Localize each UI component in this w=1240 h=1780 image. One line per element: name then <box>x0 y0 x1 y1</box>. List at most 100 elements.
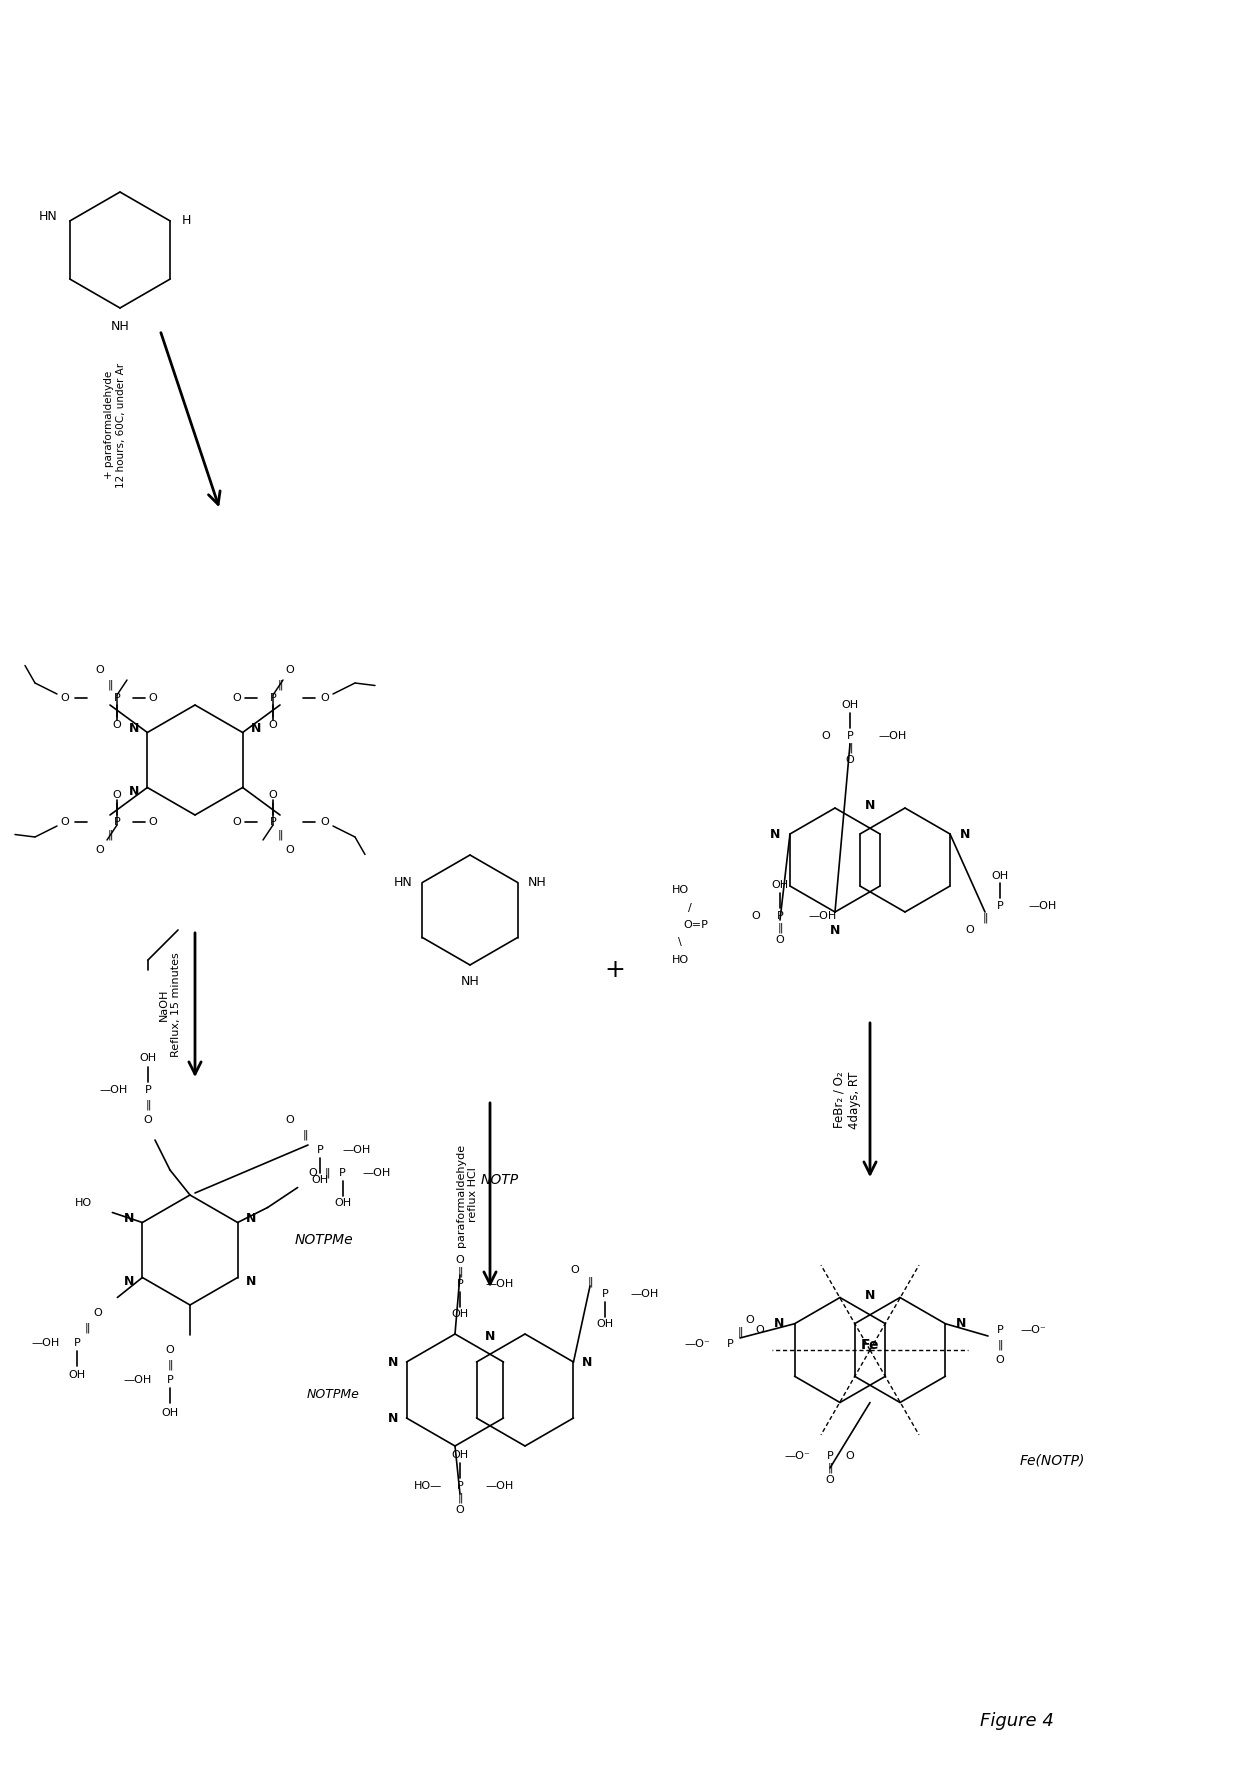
Text: O: O <box>776 934 785 945</box>
Text: O: O <box>751 911 760 920</box>
Text: N: N <box>129 723 139 735</box>
Text: —OH: —OH <box>485 1481 513 1492</box>
Text: OH: OH <box>992 870 1008 881</box>
Text: HN: HN <box>393 876 413 888</box>
Text: P: P <box>847 732 853 740</box>
Text: O: O <box>966 926 975 934</box>
Text: paraformaldehyde
reflux HCl: paraformaldehyde reflux HCl <box>456 1143 477 1246</box>
Text: \: \ <box>678 936 682 947</box>
Text: O: O <box>113 790 122 799</box>
Text: ‖: ‖ <box>847 742 853 753</box>
Text: O: O <box>113 719 122 730</box>
Text: O=P: O=P <box>683 920 708 929</box>
Text: ‖: ‖ <box>325 1168 330 1178</box>
Text: —O⁻: —O⁻ <box>684 1339 711 1349</box>
Text: O: O <box>144 1114 153 1125</box>
Text: P: P <box>456 1280 464 1289</box>
Text: OH: OH <box>161 1408 179 1419</box>
Text: /: / <box>688 902 692 913</box>
Text: O: O <box>755 1324 764 1335</box>
Text: OH: OH <box>596 1319 614 1330</box>
Text: O: O <box>285 846 294 854</box>
Text: O: O <box>846 755 854 765</box>
Text: O: O <box>745 1315 754 1324</box>
Text: N: N <box>246 1274 255 1289</box>
Text: O: O <box>570 1266 579 1274</box>
Text: ‖: ‖ <box>278 829 283 840</box>
Text: N: N <box>960 828 971 840</box>
Text: N: N <box>774 1317 785 1330</box>
Text: P: P <box>316 1145 324 1155</box>
Text: HO: HO <box>671 956 688 965</box>
Text: ‖: ‖ <box>84 1323 91 1333</box>
Text: P: P <box>145 1086 151 1095</box>
Text: —OH: —OH <box>808 911 836 920</box>
Text: O: O <box>321 817 330 828</box>
Text: ‖: ‖ <box>458 1493 463 1504</box>
Text: OH: OH <box>451 1451 469 1460</box>
Text: HO: HO <box>671 885 688 895</box>
Text: O: O <box>321 692 330 703</box>
Text: ‖: ‖ <box>278 680 283 691</box>
Text: —OH: —OH <box>31 1337 60 1347</box>
Text: O: O <box>233 692 242 703</box>
Text: O: O <box>95 846 104 854</box>
Text: P: P <box>269 817 277 828</box>
Text: O: O <box>821 732 830 740</box>
Text: P: P <box>601 1289 609 1299</box>
Text: ‖: ‖ <box>997 1340 1003 1351</box>
Text: P: P <box>997 901 1003 911</box>
Text: O: O <box>826 1476 835 1485</box>
Text: O: O <box>455 1255 464 1266</box>
Text: ‖: ‖ <box>588 1276 593 1287</box>
Text: N: N <box>956 1317 966 1330</box>
Text: N: N <box>388 1356 398 1369</box>
Text: O: O <box>285 666 294 675</box>
Text: NaOH
Reflux, 15 minutes: NaOH Reflux, 15 minutes <box>159 952 181 1057</box>
Text: —O⁻: —O⁻ <box>784 1451 810 1461</box>
Text: NOTPMe: NOTPMe <box>295 1234 353 1248</box>
Text: NOTP: NOTP <box>481 1173 520 1187</box>
Text: —O⁻: —O⁻ <box>1021 1324 1045 1335</box>
Text: N: N <box>250 723 260 735</box>
Text: N: N <box>770 828 780 840</box>
Text: P: P <box>269 692 277 703</box>
Text: H: H <box>182 215 192 228</box>
Text: P: P <box>727 1339 733 1349</box>
Text: ‖: ‖ <box>167 1360 172 1371</box>
Text: O: O <box>309 1168 317 1178</box>
Text: N: N <box>129 785 139 797</box>
Text: N: N <box>864 1289 875 1301</box>
Text: O: O <box>149 817 157 828</box>
Text: +: + <box>605 958 625 983</box>
Text: NOTPMe: NOTPMe <box>308 1388 360 1401</box>
Text: O: O <box>846 1451 854 1461</box>
Text: O: O <box>269 719 278 730</box>
Text: O: O <box>166 1346 175 1355</box>
Text: P: P <box>997 1324 1003 1335</box>
Text: O: O <box>61 692 69 703</box>
Text: —OH: —OH <box>485 1280 513 1289</box>
Text: P: P <box>114 817 120 828</box>
Text: N: N <box>830 924 841 936</box>
Text: OH: OH <box>771 879 789 890</box>
Text: NH: NH <box>528 876 547 888</box>
Text: P: P <box>827 1451 833 1461</box>
Text: P: P <box>456 1481 464 1492</box>
Text: Figure 4: Figure 4 <box>980 1712 1054 1730</box>
Text: NH: NH <box>460 975 480 988</box>
Text: O: O <box>233 817 242 828</box>
Text: P: P <box>776 911 784 920</box>
Text: ‖: ‖ <box>777 922 782 933</box>
Text: OH: OH <box>842 700 858 710</box>
Text: O: O <box>269 790 278 799</box>
Text: OH: OH <box>68 1371 86 1381</box>
Text: HO—: HO— <box>414 1481 441 1492</box>
Text: ‖: ‖ <box>107 680 113 691</box>
Text: ‖: ‖ <box>145 1100 151 1111</box>
Text: O: O <box>455 1506 464 1515</box>
Text: —OH: —OH <box>99 1086 128 1095</box>
Text: HO: HO <box>76 1198 92 1207</box>
Text: N: N <box>124 1274 134 1289</box>
Text: N: N <box>246 1212 255 1225</box>
